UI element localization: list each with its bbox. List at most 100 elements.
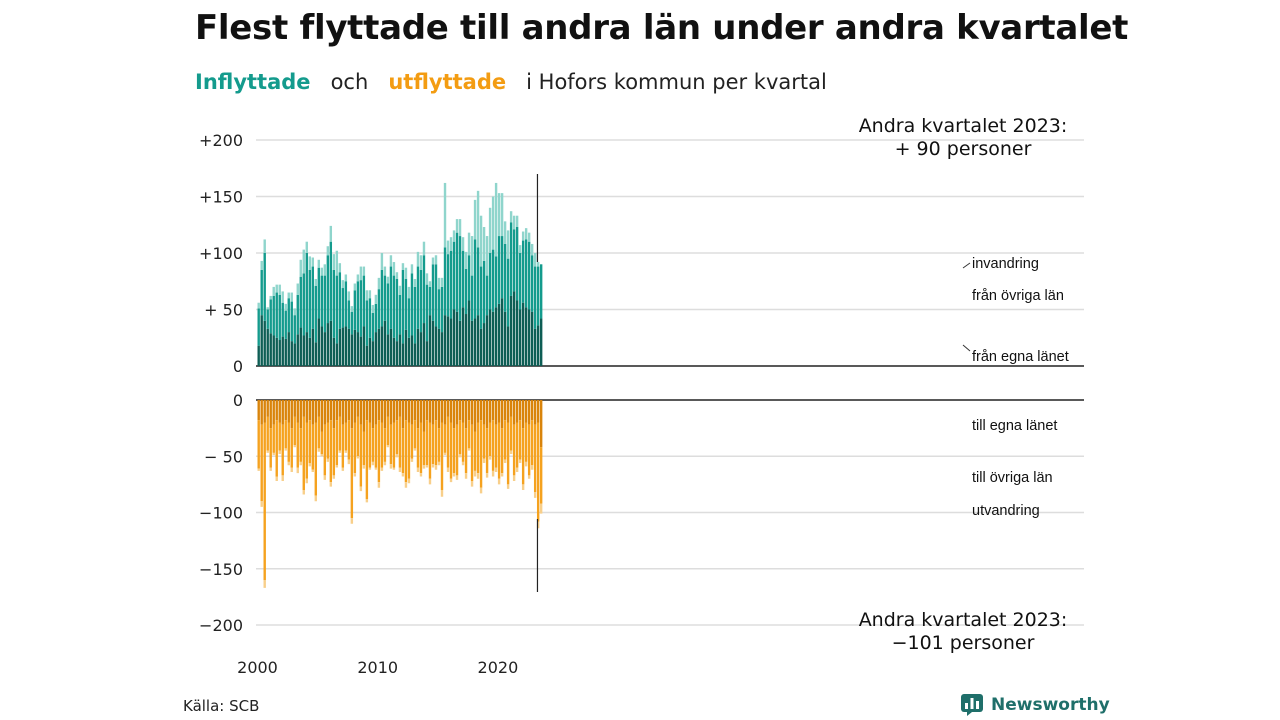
bar-in-own-county xyxy=(320,326,324,366)
bar-out-other-counties xyxy=(314,422,317,496)
bar-in-immigration xyxy=(497,193,501,237)
bar-in-own-county xyxy=(329,320,333,366)
series-label-out-own-county: till egna länet xyxy=(972,418,1057,434)
bar-in-other-counties xyxy=(290,301,293,342)
bar-out-own-county xyxy=(398,400,402,417)
bar-in-immigration xyxy=(296,283,299,295)
bar-in-own-county xyxy=(338,328,342,366)
bar-out-emigration xyxy=(290,467,293,472)
bar-out-other-counties xyxy=(383,428,387,462)
bar-out-emigration xyxy=(416,467,420,472)
bar-in-other-counties xyxy=(485,275,489,316)
bar-out-emigration xyxy=(353,473,357,477)
bar-out-other-counties xyxy=(461,422,465,462)
outflow-bars xyxy=(257,400,543,588)
bar-in-other-counties xyxy=(386,283,390,335)
bar-out-emigration xyxy=(263,580,266,588)
bar-in-immigration xyxy=(377,277,381,290)
bar-in-own-county xyxy=(341,327,345,366)
bar-in-other-counties xyxy=(416,266,420,329)
bar-in-immigration xyxy=(335,250,339,276)
bar-in-other-counties xyxy=(497,236,501,304)
bar-out-emigration xyxy=(401,473,405,477)
bar-out-own-county xyxy=(449,400,453,423)
bar-out-own-county xyxy=(527,400,531,425)
bar-out-own-county xyxy=(278,400,281,423)
bar-out-own-county xyxy=(488,400,492,423)
bar-out-own-county xyxy=(455,400,459,425)
bar-in-own-county xyxy=(401,343,405,366)
bar-in-immigration xyxy=(350,306,354,312)
bar-out-other-counties xyxy=(479,420,483,488)
bar-in-immigration xyxy=(293,308,296,316)
bar-out-own-county xyxy=(500,400,504,429)
bar-in-immigration xyxy=(401,263,405,270)
bar-in-immigration xyxy=(365,290,369,301)
bar-out-emigration xyxy=(308,463,311,467)
bar-out-own-county xyxy=(389,400,393,425)
bar-out-own-county xyxy=(305,400,308,423)
bar-in-own-county xyxy=(374,332,378,366)
bar-in-own-county xyxy=(269,333,272,366)
bar-out-other-counties xyxy=(470,424,474,481)
bar-in-immigration xyxy=(437,277,441,290)
bar-in-other-counties xyxy=(455,232,459,312)
bar-out-other-counties xyxy=(326,422,330,459)
bar-in-own-county xyxy=(308,337,311,366)
bar-out-emigration xyxy=(356,456,360,459)
bar-in-own-county xyxy=(293,343,296,366)
bar-out-own-county xyxy=(272,400,275,425)
bar-in-immigration xyxy=(359,266,363,281)
bar-out-emigration xyxy=(365,499,369,503)
bar-out-other-counties xyxy=(482,424,486,459)
bar-in-own-county xyxy=(278,340,281,366)
bar-in-own-county xyxy=(335,343,339,366)
bar-out-own-county xyxy=(317,400,320,417)
bar-in-immigration xyxy=(479,215,483,267)
bar-out-emigration xyxy=(455,475,459,480)
bar-in-immigration xyxy=(380,253,384,270)
bar-out-other-counties xyxy=(362,431,366,466)
bar-in-own-county xyxy=(467,300,471,366)
bar-out-other-counties xyxy=(395,420,399,454)
bar-in-immigration xyxy=(305,241,308,253)
bar-out-emigration xyxy=(371,461,375,466)
bar-out-own-county xyxy=(425,400,429,421)
bar-in-other-counties xyxy=(494,256,498,308)
bar-in-other-counties xyxy=(272,295,275,336)
y-tick-label-bottom: −150 xyxy=(199,560,243,579)
bar-out-other-counties xyxy=(446,416,450,468)
bar-in-immigration xyxy=(347,291,351,301)
bar-out-other-counties xyxy=(284,420,287,449)
bar-in-other-counties xyxy=(380,269,384,327)
bar-out-emigration xyxy=(344,450,348,453)
bar-out-emigration xyxy=(275,476,278,481)
bar-out-own-county xyxy=(320,400,324,432)
bar-in-own-county xyxy=(407,337,411,366)
bar-in-other-counties xyxy=(518,253,522,310)
bar-out-other-counties xyxy=(359,424,363,487)
bar-out-emigration xyxy=(368,467,372,470)
bar-in-immigration xyxy=(266,307,269,310)
bar-in-own-county xyxy=(347,328,351,366)
bar-out-other-counties xyxy=(476,422,480,474)
bar-in-immigration xyxy=(473,199,477,240)
bar-in-own-county xyxy=(284,338,287,366)
bar-in-other-counties xyxy=(404,278,408,330)
bar-in-other-counties xyxy=(506,258,510,327)
bar-in-other-counties xyxy=(443,247,447,316)
bar-out-own-county xyxy=(536,400,540,423)
bar-in-other-counties xyxy=(320,275,324,327)
bar-out-emigration xyxy=(362,465,366,469)
y-tick-label-top: +200 xyxy=(199,131,243,150)
bar-in-other-counties xyxy=(347,300,351,329)
bar-in-own-county xyxy=(314,342,317,366)
bar-out-own-county xyxy=(473,400,477,432)
bar-out-own-county xyxy=(332,400,336,429)
bar-out-own-county xyxy=(284,400,287,421)
bar-out-other-counties xyxy=(296,422,299,468)
chart-annotations: Andra kvartalet 2023:+ 90 personerAndra … xyxy=(536,115,1069,654)
bar-in-own-county xyxy=(446,316,450,366)
bar-in-immigration xyxy=(320,267,324,276)
bar-in-other-counties xyxy=(332,269,336,338)
